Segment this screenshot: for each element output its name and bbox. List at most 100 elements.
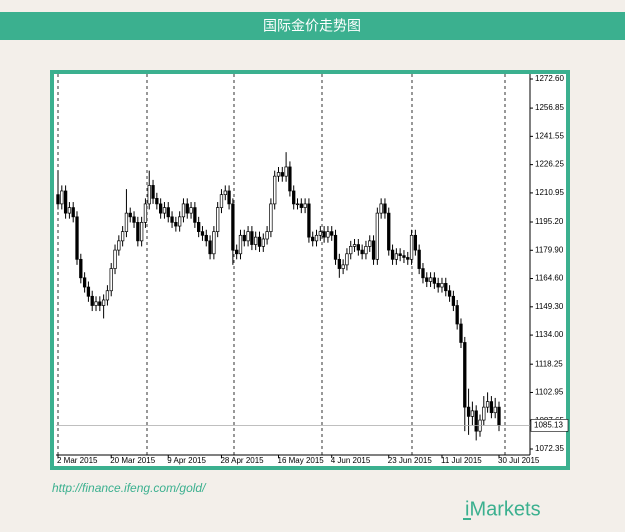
candle-body xyxy=(394,253,399,260)
candle-body xyxy=(147,185,151,205)
chart-frame xyxy=(50,70,570,470)
candle-body xyxy=(60,190,64,205)
candle-body xyxy=(280,172,284,177)
x-tick-label: 9 Apr 2015 xyxy=(167,456,206,465)
candle-body xyxy=(311,236,315,242)
candle-body xyxy=(463,342,467,408)
candle-body xyxy=(132,216,136,223)
y-tick-label: 1149.30 xyxy=(535,302,564,311)
title-bar xyxy=(0,12,625,40)
candle-body xyxy=(284,166,288,177)
candle-body xyxy=(238,234,243,255)
candle-body xyxy=(455,305,459,325)
y-tick-label: 1118.25 xyxy=(535,359,563,368)
candle-body xyxy=(155,198,159,205)
candle-body xyxy=(257,236,262,247)
candle-body xyxy=(299,203,303,208)
candle-body xyxy=(67,207,72,214)
y-tick-label: 1164.60 xyxy=(535,274,564,283)
y-tick-label: 1272.60 xyxy=(535,74,564,83)
candle-body xyxy=(212,231,216,255)
candle-body xyxy=(345,253,349,266)
candle-body xyxy=(181,203,186,218)
candle-body xyxy=(371,240,376,260)
candle-body xyxy=(101,299,106,306)
candle-body xyxy=(162,207,167,214)
candle-body xyxy=(413,234,418,251)
y-tick-label: 1210.95 xyxy=(535,188,564,197)
candle-body xyxy=(128,212,132,218)
candle-body xyxy=(474,410,478,432)
candle-body xyxy=(136,222,140,242)
candle-body xyxy=(139,222,144,242)
candle-body xyxy=(375,212,379,260)
candle-body xyxy=(444,282,448,292)
candle-body xyxy=(425,277,429,282)
candle-body xyxy=(341,264,345,269)
candle-body xyxy=(276,172,281,177)
candle-body xyxy=(421,268,425,279)
candle-body xyxy=(273,175,277,205)
candle-body xyxy=(170,216,174,223)
candle-body xyxy=(330,231,334,236)
x-tick-label: 23 Jun 2015 xyxy=(388,456,433,465)
candle-body xyxy=(485,401,490,408)
x-tick-label: 11 Jul 2015 xyxy=(441,456,482,465)
candle-body xyxy=(482,406,486,421)
candle-body xyxy=(356,244,360,251)
candle-body xyxy=(428,277,433,282)
candle-body xyxy=(193,207,197,223)
candle-body xyxy=(493,406,497,414)
candle-body xyxy=(143,203,148,223)
candle-body xyxy=(470,410,475,417)
candle-body xyxy=(246,231,250,242)
candle-body xyxy=(466,406,471,417)
candle-body xyxy=(56,194,60,205)
candle-body xyxy=(223,190,227,196)
candle-body xyxy=(398,253,402,256)
y-tick-label: 1195.20 xyxy=(535,217,564,226)
candle-body xyxy=(75,216,79,260)
candle-body xyxy=(151,185,155,199)
candle-body xyxy=(432,277,437,284)
candle-body xyxy=(158,203,163,214)
candle-body xyxy=(94,301,98,306)
candle-body xyxy=(120,231,125,242)
candle-body xyxy=(379,203,383,214)
candle-body xyxy=(113,249,117,269)
x-tick-label: 4 Jun 2015 xyxy=(331,456,371,465)
x-tick-label: 28 Apr 2015 xyxy=(220,456,264,465)
y-tick-label: 1256.85 xyxy=(535,103,564,112)
candle-body xyxy=(409,234,414,260)
candle-body xyxy=(250,231,254,245)
x-tick-label: 2 Mar 2015 xyxy=(57,456,98,465)
candle-body xyxy=(459,323,463,343)
candle-body xyxy=(337,258,341,269)
candle-body xyxy=(318,231,322,236)
candle-body xyxy=(489,401,494,414)
candle-body xyxy=(360,249,364,255)
candle-body xyxy=(254,236,258,245)
candle-body xyxy=(436,282,440,288)
candle-body xyxy=(326,231,330,238)
candle-body xyxy=(231,203,235,251)
candle-body xyxy=(307,203,311,238)
candle-body xyxy=(292,190,296,205)
candle-body xyxy=(204,234,208,242)
candle-body xyxy=(235,249,239,255)
source-url: http://finance.ifeng.com/gold/ xyxy=(52,481,207,495)
candle-body xyxy=(197,222,201,232)
candle-body xyxy=(390,249,395,260)
candle-body xyxy=(406,257,410,260)
plot: 1272.60 1256.85 1241.55 1226.25 1210.95 1195.… xyxy=(56,74,569,465)
y-tick-label: 1072.35 xyxy=(535,444,564,453)
last-price-box xyxy=(530,419,569,432)
candle-body xyxy=(189,207,193,214)
candle-body xyxy=(109,268,113,292)
candle-body xyxy=(98,301,102,306)
logo: iMarkets xyxy=(465,498,541,520)
candle-body xyxy=(166,207,170,218)
candle-body xyxy=(322,231,326,238)
y-tick-label: 1179.90 xyxy=(535,245,564,254)
